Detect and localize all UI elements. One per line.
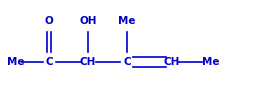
Text: C: C: [123, 57, 131, 67]
Text: OH: OH: [79, 16, 97, 26]
Text: CH: CH: [80, 57, 96, 67]
Text: Me: Me: [202, 57, 219, 67]
Text: O: O: [44, 16, 53, 26]
Text: Me: Me: [118, 16, 136, 26]
Text: Me: Me: [7, 57, 24, 67]
Text: CH: CH: [163, 57, 180, 67]
Text: C: C: [45, 57, 53, 67]
